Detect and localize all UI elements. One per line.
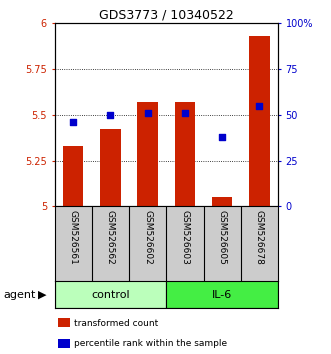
Bar [175, 102, 195, 206]
Bar [63, 146, 83, 206]
Text: percentile rank within the sample: percentile rank within the sample [74, 339, 228, 348]
Text: GSM526603: GSM526603 [180, 210, 189, 265]
Bar [55, 281, 166, 308]
Point [145, 110, 150, 116]
Point [108, 112, 113, 118]
Bar [166, 281, 278, 308]
Point [71, 119, 76, 125]
Text: GSM526562: GSM526562 [106, 210, 115, 265]
Bar [249, 36, 270, 206]
Bar [212, 197, 232, 206]
Text: GSM526602: GSM526602 [143, 210, 152, 265]
Title: GDS3773 / 10340522: GDS3773 / 10340522 [99, 9, 234, 22]
Bar [137, 102, 158, 206]
Text: GSM526605: GSM526605 [218, 210, 227, 265]
Point [182, 110, 188, 116]
Text: ▶: ▶ [38, 290, 47, 299]
Text: IL-6: IL-6 [212, 290, 232, 299]
Point [257, 103, 262, 108]
Text: transformed count: transformed count [74, 319, 159, 327]
Bar [100, 129, 121, 206]
Text: control: control [91, 290, 130, 299]
Text: GSM526561: GSM526561 [69, 210, 78, 265]
Text: agent: agent [3, 290, 36, 299]
Point [219, 134, 225, 139]
Text: GSM526678: GSM526678 [255, 210, 264, 265]
